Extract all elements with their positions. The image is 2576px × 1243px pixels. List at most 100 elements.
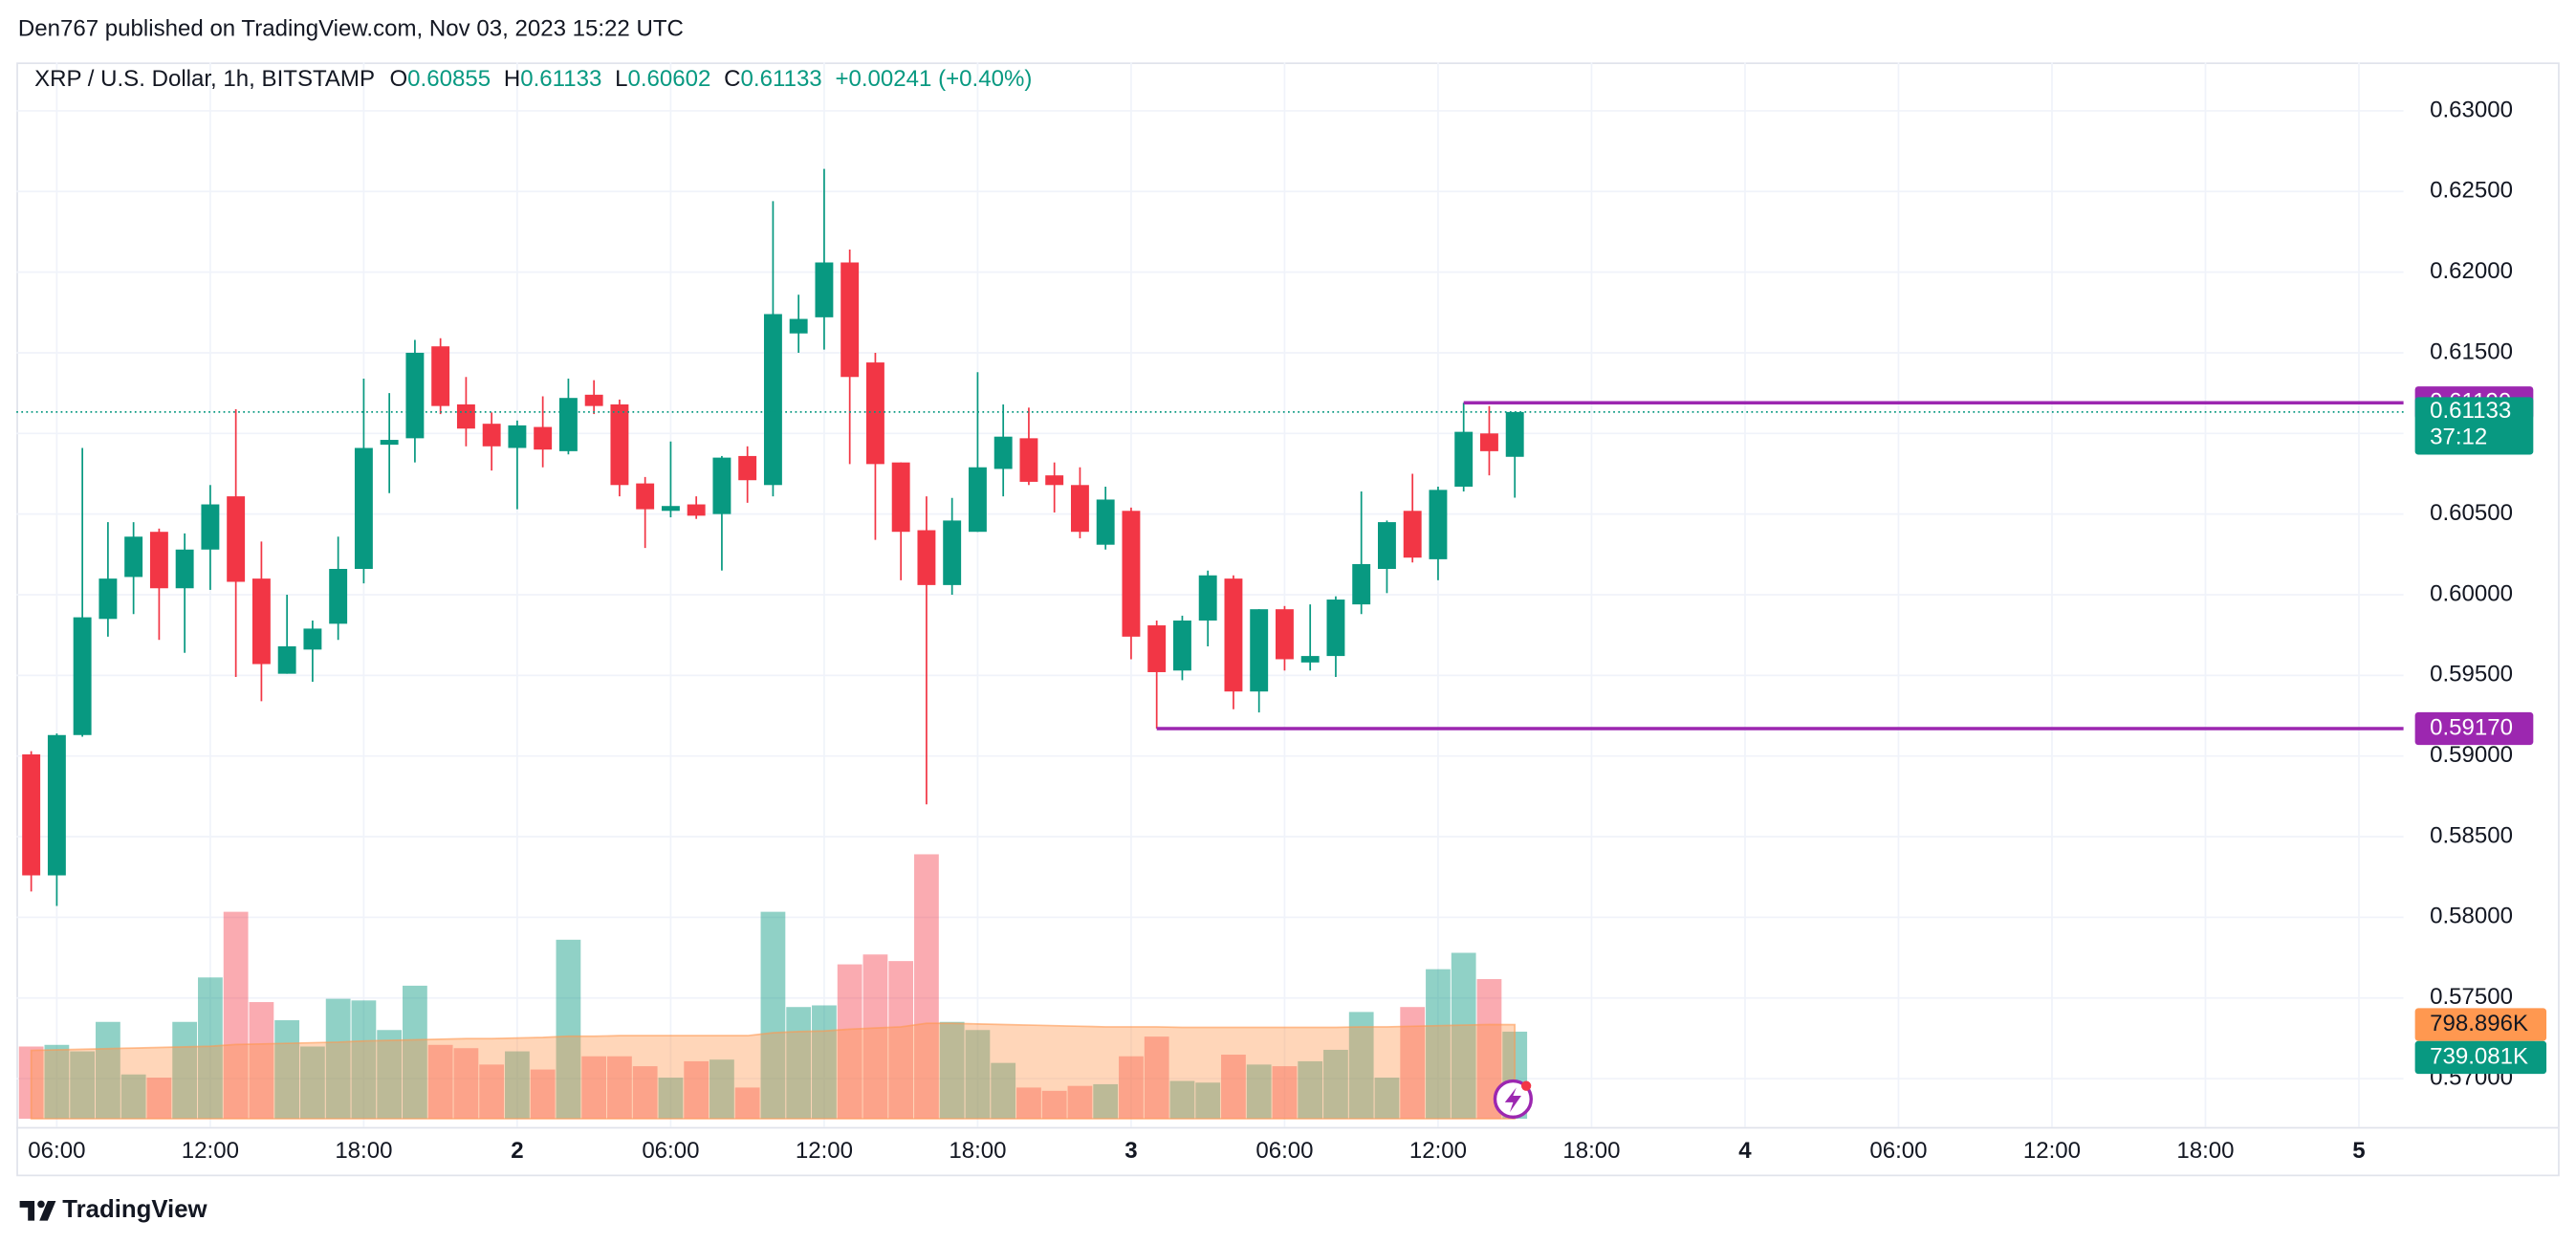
volume-bar — [1426, 969, 1451, 1120]
volume-ma-area — [30, 1022, 1517, 1120]
volume-bar — [965, 1030, 991, 1120]
candle-body — [1326, 600, 1345, 657]
candle-body — [22, 753, 41, 876]
ohlc-value: 0.61133 — [741, 67, 822, 93]
volume-bar — [1272, 1066, 1298, 1120]
candle-body — [1352, 563, 1371, 605]
volume-bar — [786, 1007, 812, 1120]
level-label: 0.59170 — [2430, 714, 2513, 740]
candle-body — [98, 578, 118, 620]
volume-bar — [223, 911, 249, 1120]
candle-body — [1429, 490, 1448, 559]
candle-body — [149, 532, 168, 589]
chart-frame — [16, 62, 2560, 1177]
candle-body — [380, 440, 399, 446]
y-tick-label: 0.62000 — [2430, 258, 2513, 284]
candle-body — [1250, 609, 1269, 692]
y-tick-label: 0.60500 — [2430, 500, 2513, 526]
volume-bar — [198, 977, 223, 1120]
change-value: +0.00241 (+0.40%) — [835, 67, 1032, 93]
candle-body — [1198, 575, 1217, 621]
candle-body — [47, 734, 66, 876]
legend: XRP / U.S. Dollar, 1h, BITSTAMP O0.60855 H… — [34, 67, 1032, 93]
ohlc-letter: C — [724, 67, 740, 93]
candle-body — [943, 520, 962, 585]
ohlc-letter: L — [615, 67, 627, 93]
candle-body — [1172, 620, 1191, 671]
candle-body — [1070, 485, 1089, 533]
x-tick-label: 18:00 — [2176, 1138, 2234, 1164]
volume-bar — [1323, 1049, 1348, 1120]
volume-bar — [70, 1051, 96, 1120]
x-tick-label: 12:00 — [1409, 1138, 1467, 1164]
volume-bar — [172, 1021, 198, 1120]
volume-bar — [249, 1002, 274, 1120]
candle-body — [405, 352, 425, 439]
volume-bar — [1221, 1055, 1246, 1120]
x-tick-label: 18:00 — [335, 1138, 392, 1164]
volume-bar — [96, 1021, 120, 1120]
volume-bar — [530, 1069, 556, 1120]
x-tick-label: 18:00 — [949, 1138, 1006, 1164]
candle-body — [277, 645, 296, 674]
x-tick-label: 06:00 — [1869, 1138, 1927, 1164]
brand-logo — [19, 1200, 56, 1221]
candle-body — [1275, 609, 1294, 660]
candle-body — [789, 318, 808, 334]
volume-pane — [18, 854, 1528, 1120]
y-tick-label: 0.60000 — [2430, 580, 2513, 606]
volume-label: 739.081K — [2430, 1043, 2528, 1069]
volume-bar — [914, 854, 939, 1120]
x-tick-label: 18:00 — [1562, 1138, 1620, 1164]
y-tick-label: 0.58000 — [2430, 904, 2513, 929]
candle-body — [1224, 578, 1243, 692]
volume-bar — [325, 998, 351, 1120]
candle-body — [431, 346, 450, 406]
candle-body — [1019, 438, 1038, 482]
volume-bar — [120, 1074, 146, 1120]
volume-bar — [607, 1056, 632, 1120]
candle-body — [1045, 475, 1064, 486]
candle-body — [712, 457, 731, 514]
ohlc-letter: O — [389, 67, 407, 93]
y-tick-label: 0.59500 — [2430, 662, 2513, 687]
volume-bar — [556, 939, 581, 1120]
volume-bar — [1093, 1083, 1119, 1120]
candle-body — [993, 436, 1013, 469]
y-tick-label: 0.61500 — [2430, 338, 2513, 364]
countdown-label: 37:12 — [2430, 425, 2487, 450]
candle-body — [482, 424, 501, 447]
volume-bar — [1016, 1087, 1041, 1120]
candle-body — [227, 496, 246, 582]
x-tick-label: 4 — [1738, 1138, 1752, 1164]
last-price-badge — [2414, 397, 2534, 455]
candle-body — [840, 262, 860, 378]
volume-bar — [1451, 952, 1476, 1120]
candle-body — [1454, 431, 1474, 487]
brand-name: TradingView — [62, 1196, 207, 1223]
candle-body — [354, 447, 373, 570]
candle-body — [891, 462, 910, 533]
volume-bar — [709, 1059, 734, 1120]
candle-body — [1480, 433, 1498, 451]
x-tick-label: 12:00 — [796, 1138, 853, 1164]
volume-bar — [44, 1044, 70, 1120]
volume-ma-label: 798.896K — [2430, 1011, 2528, 1036]
x-tick-label: 12:00 — [182, 1138, 239, 1164]
candle-body — [1122, 511, 1141, 637]
candle-body — [584, 394, 603, 406]
candle-body — [534, 426, 553, 450]
candle-body — [1403, 511, 1422, 558]
x-tick-label: 12:00 — [2023, 1138, 2081, 1164]
ohlc-letter: H — [504, 67, 520, 93]
volume-bar — [403, 985, 427, 1120]
x-tick-label: 06:00 — [642, 1138, 699, 1164]
volume-bar — [1144, 1036, 1169, 1120]
volume-bar — [991, 1062, 1016, 1120]
candle-body — [124, 536, 143, 578]
volume-bar — [684, 1060, 709, 1120]
candle-body — [329, 569, 348, 624]
volume-bar — [351, 1000, 377, 1120]
